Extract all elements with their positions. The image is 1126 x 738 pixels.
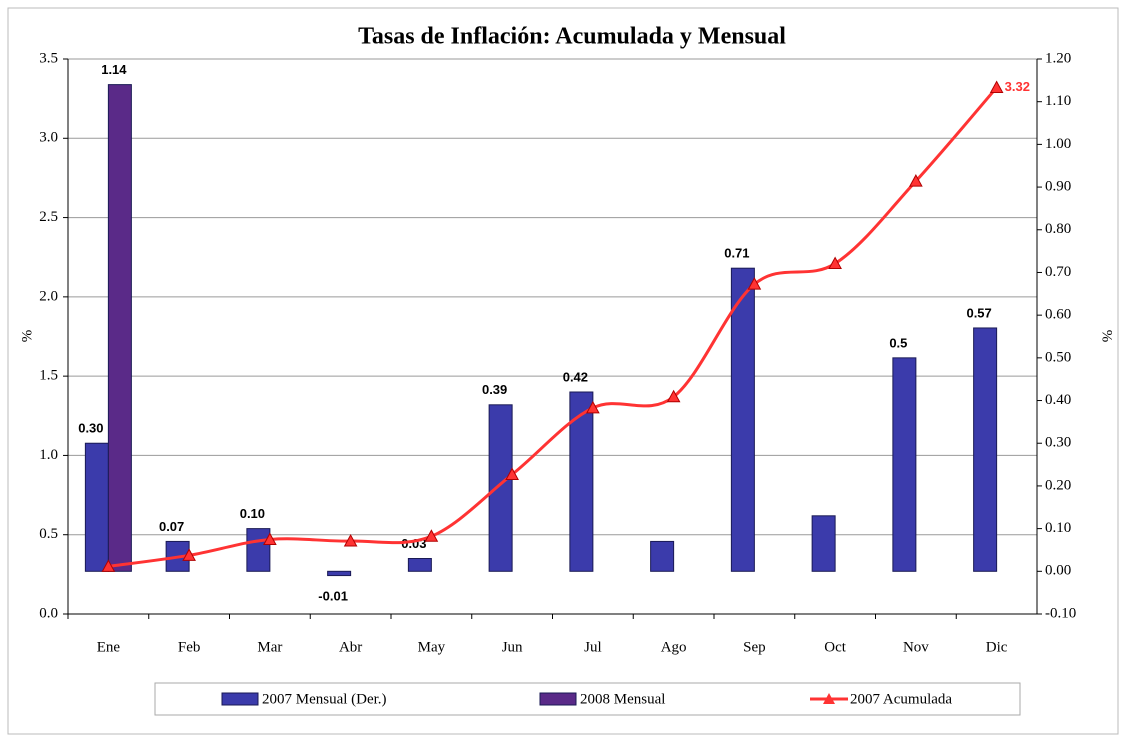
legend-marker: [823, 693, 835, 704]
y2-tick-label: 0.90: [1045, 179, 1071, 195]
x-tick-label: Oct: [824, 639, 846, 655]
bar: [488, 404, 513, 572]
bar: [246, 528, 271, 572]
data-label: 0.39: [482, 382, 507, 397]
y-tick-label: 0.0: [39, 605, 58, 621]
x-tick-label: Nov: [903, 639, 929, 655]
y2-tick-label: 0.20: [1045, 477, 1071, 493]
x-tick-label: Dic: [986, 639, 1008, 655]
x-tick-label: Jun: [502, 639, 523, 655]
legend-box: [154, 682, 1021, 716]
marker: [505, 467, 519, 480]
y2-tick-label: -0.10: [1045, 605, 1076, 621]
data-label: 0.30: [78, 421, 103, 436]
y2-tick-label: 1.00: [1045, 136, 1071, 152]
x-tick-label: Jul: [584, 639, 602, 655]
y2-tick-label: 0.80: [1045, 221, 1071, 237]
legend-label: 2007 Mensual (Der.): [262, 691, 387, 707]
y2-tick-label: 0.30: [1045, 435, 1071, 451]
y-tick-label: 0.5: [39, 526, 58, 542]
bar: [107, 84, 132, 572]
y-tick-label: 3.5: [39, 50, 58, 66]
y-tick-label: 3.0: [39, 130, 58, 146]
y2-tick-label: 0.50: [1045, 349, 1071, 365]
marker: [747, 277, 762, 290]
y2-tick-label: 1.10: [1045, 93, 1071, 109]
marker: [101, 559, 116, 572]
marker: [909, 174, 923, 187]
y-tick-label: 2.5: [39, 209, 58, 225]
bar: [407, 558, 432, 572]
data-label: -0.01: [318, 589, 348, 604]
data-label: 0.07: [159, 519, 184, 534]
marker: [666, 389, 681, 403]
x-tick-label: Ene: [97, 639, 121, 655]
legend-swatch: [539, 692, 577, 706]
y2-axis-label: %: [1099, 330, 1115, 343]
x-tick-label: Abr: [339, 639, 362, 655]
y2-tick-label: 1.20: [1045, 50, 1071, 66]
marker: [182, 548, 196, 561]
y2-tick-label: 0.40: [1045, 392, 1071, 408]
x-tick-label: Feb: [178, 639, 201, 655]
bar: [730, 267, 755, 572]
marker: [424, 529, 439, 542]
y2-tick-label: 0.10: [1045, 520, 1071, 536]
y2-tick-label: 0.60: [1045, 307, 1071, 323]
marker: [343, 534, 358, 547]
y-tick-label: 1.5: [39, 368, 58, 384]
y2-tick-label: 0.00: [1045, 563, 1071, 579]
data-label: 0.10: [240, 506, 265, 521]
x-tick-label: Mar: [257, 639, 282, 655]
marker: [263, 532, 277, 545]
x-tick-label: Sep: [743, 639, 766, 655]
data-label: 0.5: [889, 335, 907, 350]
legend-swatch: [221, 692, 259, 706]
y2-tick-label: 0.70: [1045, 264, 1071, 280]
bar: [650, 540, 675, 572]
marker: [989, 80, 1004, 94]
data-label: 0.42: [563, 369, 588, 384]
chart-border: [7, 7, 1119, 735]
y-tick-label: 2.0: [39, 288, 58, 304]
bar: [973, 327, 998, 572]
bar: [84, 442, 109, 572]
x-tick-label: Ago: [661, 639, 687, 655]
chart-title: Tasas de Inflación: Acumulada y Mensual: [358, 24, 786, 50]
legend-label: 2008 Mensual: [580, 691, 665, 707]
legend-label: 2007 Acumulada: [850, 691, 952, 707]
bar: [811, 515, 836, 572]
y-axis-label: %: [19, 330, 35, 343]
bar: [892, 357, 917, 572]
data-label: 1.14: [101, 62, 127, 77]
bar: [327, 570, 352, 577]
marker: [586, 400, 600, 414]
data-label: 0.57: [966, 305, 991, 320]
data-label: 3.32: [1005, 79, 1030, 94]
y-tick-label: 1.0: [39, 447, 58, 463]
marker: [828, 256, 842, 270]
x-tick-label: May: [418, 639, 446, 655]
data-label: 0.71: [724, 246, 749, 261]
bar: [569, 391, 594, 572]
